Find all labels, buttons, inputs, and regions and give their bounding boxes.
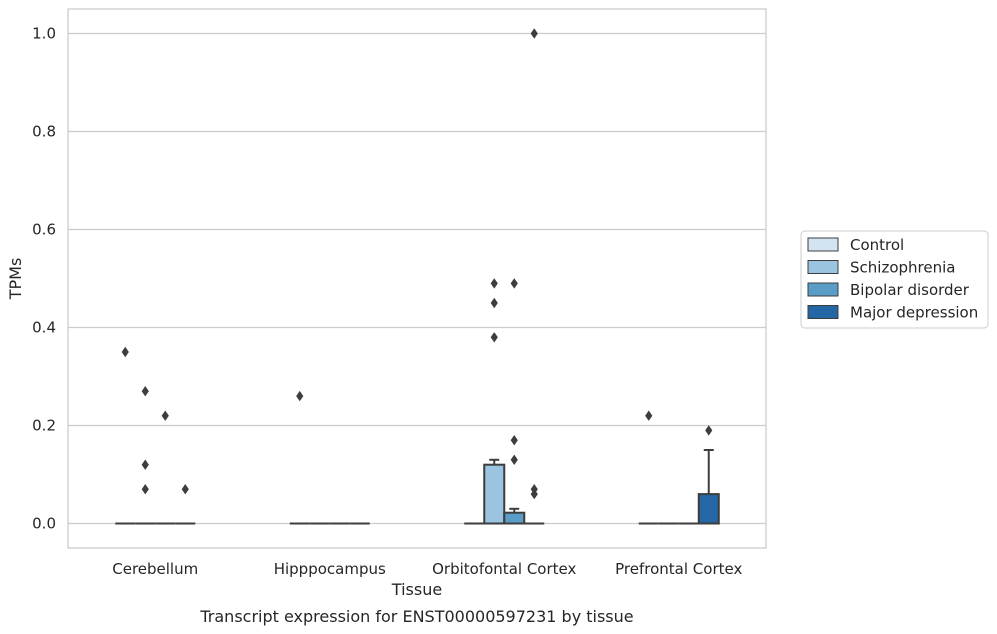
legend-swatch: [807, 305, 839, 319]
box-body: [503, 511, 526, 525]
grid-lines: [68, 32, 766, 525]
box-control: [289, 390, 310, 525]
legend-label: Schizophrenia: [850, 259, 955, 277]
y-tick-label: 0.4: [32, 319, 56, 337]
outlier-point: [490, 332, 498, 343]
box-bipolar-disorder: [155, 410, 176, 525]
legend-entry: Bipolar disorder: [807, 281, 970, 299]
legend-swatch: [807, 282, 839, 297]
box-schizophrenia: [483, 278, 506, 525]
x-tick-label: Cerebellum: [112, 560, 198, 578]
box-layer: [115, 28, 720, 525]
legend-entry: Schizophrenia: [807, 259, 955, 277]
outlier-point: [510, 435, 518, 446]
outlier-point: [181, 484, 189, 495]
x-tick-label: Hipppocampus: [274, 560, 386, 578]
box-control: [115, 346, 136, 525]
y-tick-label: 1.0: [32, 25, 56, 43]
chart-caption: Transcript expression for ENST0000059723…: [199, 607, 633, 626]
box-body: [697, 493, 720, 525]
x-tick-labels: Cerebellum Hipppocampus Orbitofontal Corte…: [112, 560, 742, 578]
y-tick-label: 0.6: [32, 221, 56, 239]
outlier-point: [121, 346, 129, 358]
outlier-point: [141, 484, 149, 495]
legend-swatch: [807, 260, 839, 274]
outlier-point: [141, 386, 149, 397]
outlier-point: [141, 459, 149, 470]
x-tick-label: Prefrontal Cortex: [615, 560, 742, 578]
outlier-point: [296, 390, 304, 402]
legend-swatch: [807, 237, 839, 252]
legend-label: Major depression: [850, 304, 978, 322]
outlier-point: [530, 28, 538, 39]
outlier-point: [161, 410, 169, 421]
outlier-point: [530, 488, 538, 500]
box-bipolar-disorder: [503, 278, 526, 525]
box-major-depression: [524, 28, 545, 525]
box-control: [638, 410, 659, 525]
legend-label: Control: [850, 236, 904, 254]
x-axis-label: Tissue: [391, 580, 442, 599]
outlier-point: [490, 278, 498, 289]
outlier-point: [510, 278, 518, 289]
plot-frame: [67, 8, 767, 549]
y-tick-labels: 0.0 0.2 0.4 0.6 0.8 1.0: [32, 25, 56, 533]
y-tick-label: 0.0: [32, 515, 56, 533]
outlier-point: [490, 297, 498, 309]
y-tick-label: 0.2: [32, 417, 56, 435]
box-major-depression: [175, 484, 196, 525]
outlier-point: [645, 410, 653, 421]
x-tick-label: Orbitofontal Cortex: [432, 560, 576, 578]
legend-entry: Major depression: [807, 304, 978, 322]
legend-label: Bipolar disorder: [850, 281, 970, 299]
box-schizophrenia: [135, 386, 156, 525]
legend-entry: Control: [807, 236, 904, 254]
legend: Control Schizophrenia Bipolar disorder Majo…: [800, 230, 989, 329]
outlier-point: [510, 454, 518, 465]
box-body: [483, 463, 506, 525]
outlier-point: [705, 425, 713, 436]
legend-frame: [800, 230, 989, 329]
y-axis-label: TPMs: [6, 258, 25, 301]
box-major-depression: [697, 425, 720, 525]
y-tick-label: 0.8: [32, 123, 56, 141]
